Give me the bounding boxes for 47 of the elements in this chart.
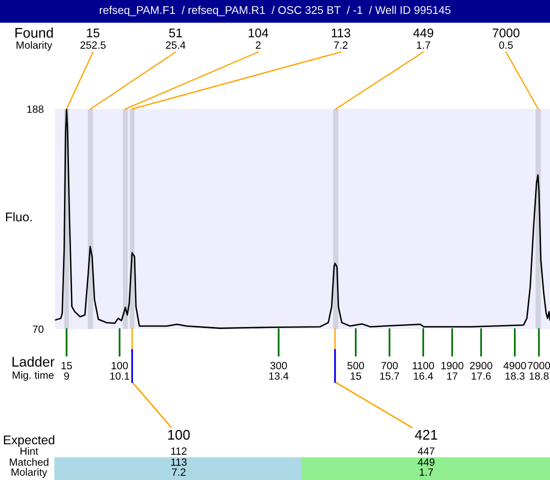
band-label: 7000 0.5: [492, 28, 520, 49]
text: 1.7: [420, 468, 433, 476]
band-label: 15 252.5: [80, 28, 106, 49]
text: Matched: [10, 458, 48, 466]
x-tick-label: 15: [350, 372, 362, 380]
line-series: [55, 109, 550, 329]
x-tick-label: 16.4: [414, 372, 434, 380]
annotation: 300: [270, 362, 287, 370]
annotation: 100: [112, 362, 128, 370]
annotation: 2900: [470, 362, 492, 370]
annotation: 4900: [503, 362, 526, 370]
text: Expected: [4, 435, 54, 447]
y-tick-label: 70: [32, 326, 44, 333]
annotation: 15: [62, 362, 72, 370]
annotation: 421: [414, 430, 438, 440]
text: 112: [171, 447, 187, 455]
text: Mig. time: [12, 371, 54, 381]
y-tick-label: 188: [27, 106, 44, 113]
annotation: 1900: [441, 362, 464, 370]
text: 113: [171, 458, 187, 466]
chart-title: refseq_PAM.F1 / refseq_PAM.R1 / OSC 325 BT / -1 / Well ID 995145: [100, 6, 450, 16]
x-tick-label: 18.8: [530, 372, 549, 380]
x-tick-label: 17: [447, 372, 458, 380]
text: Hint: [20, 447, 38, 455]
band-label: 449 1.7: [413, 28, 434, 49]
band-label: 104 2: [248, 28, 268, 49]
text: Molarity: [12, 468, 48, 478]
text: 7.2: [172, 468, 186, 476]
annotation: 500: [347, 362, 364, 370]
x-tick-label: 10.1: [110, 372, 130, 380]
band-label: 113 7.2: [332, 28, 350, 49]
annotation: 100: [168, 430, 190, 440]
x-tick-label: 9: [64, 372, 69, 380]
text: Molarity: [16, 41, 52, 51]
y-axis-title: Fluo.: [6, 212, 32, 222]
x-tick-label: 15.7: [380, 372, 400, 380]
annotation: 700: [381, 362, 398, 370]
x-tick-label: 13.4: [269, 372, 288, 380]
x-tick-label: 18.3: [505, 372, 524, 380]
annotation: 7000: [528, 362, 550, 370]
text: 447: [418, 448, 434, 455]
annotation: 1100: [412, 362, 434, 370]
band-label: 51 25.4: [166, 28, 186, 49]
text: Found: [15, 28, 53, 38]
text: 449: [418, 458, 434, 466]
text: Ladder: [12, 356, 54, 367]
x-tick-label: 17.6: [472, 372, 491, 380]
